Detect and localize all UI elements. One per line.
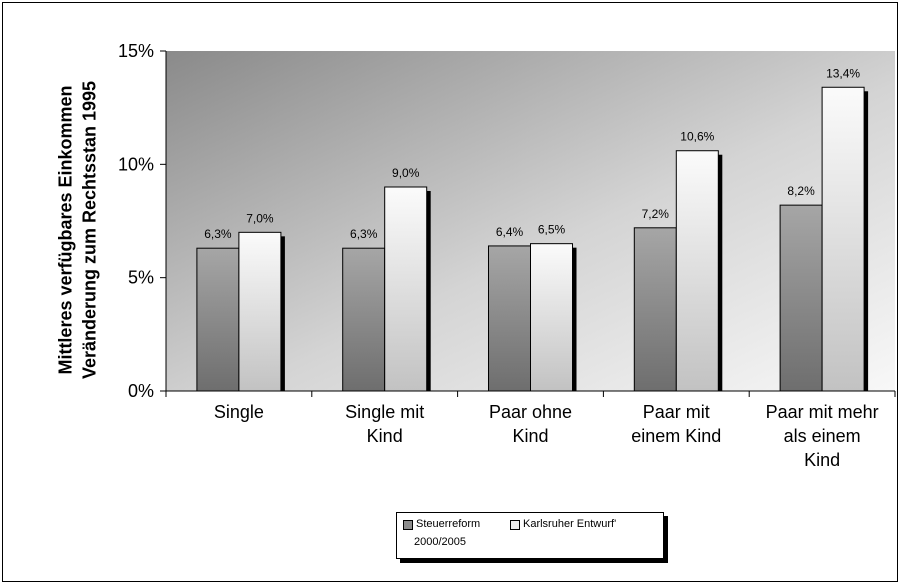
legend-swatch-steuerreform	[403, 520, 413, 530]
data-label-karlsruher: 10,6%	[680, 130, 714, 144]
category-label: Single	[213, 402, 264, 422]
bar-steuerreform	[633, 227, 677, 392]
data-label-karlsruher: 9,0%	[392, 166, 420, 180]
category-label: Paar mit mehr als einem Kind	[765, 402, 879, 470]
data-label-karlsruher: 7,0%	[246, 211, 274, 225]
data-label-steuerreform: 7,2%	[642, 207, 670, 221]
data-label-karlsruher: 6,5%	[538, 223, 566, 237]
bar-karlsruher	[384, 186, 428, 392]
data-label-steuerreform: 6,3%	[204, 227, 232, 241]
category-label: Single mit Kind	[345, 402, 425, 446]
data-label-karlsruher: 13,4%	[826, 66, 860, 80]
bar-karlsruher	[238, 231, 282, 392]
y-tick-label: 15%	[118, 41, 154, 61]
bar-steuerreform	[342, 247, 386, 392]
legend-label-steuerreform-line1: Steuerreform	[416, 518, 481, 530]
category-label: Paar mit einem Kind	[631, 402, 722, 446]
bars-layer	[196, 86, 869, 392]
bar-karlsruher	[821, 86, 865, 392]
data-label-steuerreform: 6,3%	[350, 227, 378, 241]
bar-karlsruher	[675, 150, 719, 392]
y-tick-label: 0%	[128, 381, 154, 401]
data-label-steuerreform: 8,2%	[787, 184, 815, 198]
legend-item-karlsruher: Karlsruher Entwurf'	[510, 517, 616, 531]
bar-steuerreform	[196, 247, 240, 392]
bar-steuerreform	[779, 204, 823, 392]
y-tick-label: 5%	[128, 268, 154, 288]
category-label: Paar ohne Kind	[488, 402, 573, 446]
legend: Steuerreform Karlsruher Entwurf' 2000/20…	[396, 512, 664, 559]
axis-layer: 0% 5% 10% 15%	[118, 41, 896, 401]
legend-label-steuerreform-line2: 2000/2005	[414, 536, 466, 548]
legend-swatch-karlsruher	[510, 520, 520, 530]
chart-plot: 0% 5% 10% 15% 6,3% 7,0% 6,3% 9,0% 6,4% 6,5% 7,2% 1…	[118, 41, 896, 401]
legend-label-karlsruher: Karlsruher Entwurf'	[523, 518, 617, 530]
data-labels-layer: 6,3% 7,0% 6,3% 9,0% 6,4% 6,5% 7,2% 10,6% 8,2% 13,…	[204, 66, 860, 241]
bar-steuerreform	[488, 245, 531, 392]
legend-item-steuerreform: Steuerreform	[403, 517, 480, 531]
bar-karlsruher	[530, 243, 573, 392]
y-tick-label: 10%	[118, 154, 154, 174]
data-label-steuerreform: 6,4%	[496, 225, 524, 239]
